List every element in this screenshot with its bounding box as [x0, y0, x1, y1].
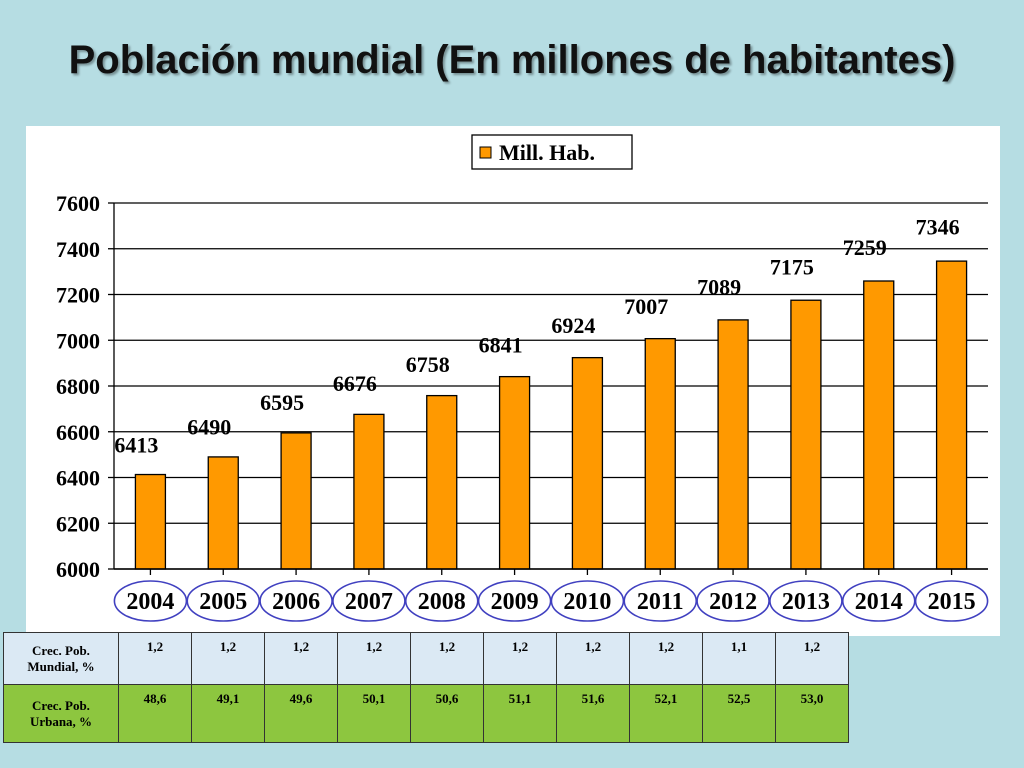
- table-cell: 52,1: [629, 684, 703, 743]
- y-tick-label: 7600: [56, 191, 100, 216]
- x-tick-label: 2011: [637, 589, 684, 615]
- table-cell: 1,2: [191, 632, 265, 685]
- y-tick-label: 7200: [56, 283, 100, 308]
- category-circle: [477, 580, 552, 622]
- x-tick-label: 2009: [491, 589, 539, 615]
- data-label: 7007: [624, 294, 668, 319]
- data-label: 7259: [843, 235, 887, 260]
- table-cell: 48,6: [118, 684, 192, 743]
- table-cell: 1,2: [483, 632, 557, 685]
- category-circle: [914, 580, 989, 622]
- bar: [790, 299, 822, 570]
- category-circle: [186, 580, 261, 622]
- category-circle: [259, 580, 333, 622]
- bar: [863, 280, 895, 570]
- category-circle: [550, 580, 625, 622]
- legend-box: [471, 134, 633, 170]
- y-tick-label: 6000: [56, 557, 100, 582]
- x-tick-label: 2013: [782, 589, 830, 615]
- bar: [717, 319, 749, 570]
- x-tick-label: 2015: [928, 589, 976, 615]
- data-label: 6841: [479, 333, 523, 358]
- table-cell: 1,1: [702, 632, 776, 685]
- y-tick-label: 6400: [56, 466, 100, 491]
- y-tick-label: 6600: [56, 420, 100, 445]
- x-tick-label: 2006: [272, 589, 320, 615]
- table-cell: 49,1: [191, 684, 265, 743]
- y-tick-label: 7400: [56, 237, 100, 262]
- table-cell: 49,6: [264, 684, 338, 743]
- legend-swatch: [479, 146, 492, 159]
- y-tick-label: 6800: [56, 374, 100, 399]
- row-header: Crec. Pob. Mundial, %: [3, 632, 119, 685]
- table-row: Crec. Pob. Mundial, % 1,2 1,2 1,2 1,2 1,…: [3, 632, 849, 685]
- growth-table: Crec. Pob. Mundial, % 1,2 1,2 1,2 1,2 1,…: [3, 632, 849, 743]
- data-label: 6758: [406, 352, 450, 377]
- y-tick-label: 7000: [56, 328, 100, 353]
- bar: [935, 260, 968, 570]
- bar: [207, 456, 239, 570]
- y-tick-label: 6200: [56, 511, 100, 536]
- table-cell: 51,1: [483, 684, 557, 743]
- legend-label: Mill. Hab.: [499, 140, 595, 165]
- table-cell: 50,6: [410, 684, 484, 743]
- data-label: 7346: [916, 215, 960, 240]
- bar: [571, 356, 604, 570]
- data-label: 6676: [333, 371, 377, 396]
- table-cell: 1,2: [775, 632, 849, 685]
- x-tick-label: 2007: [345, 589, 393, 615]
- chart-panel: 6000 6200 6400 6600 6800 7000 7200 7400 7600 6413…: [26, 126, 1000, 636]
- bar: [280, 432, 312, 570]
- category-circle: [404, 580, 479, 622]
- data-label: 6490: [187, 415, 231, 440]
- data-label: 6413: [114, 433, 158, 458]
- table-cell: 1,2: [118, 632, 192, 685]
- table-cell: 1,2: [556, 632, 630, 685]
- x-tick-label: 2004: [126, 589, 174, 615]
- bar: [644, 337, 676, 570]
- table-cell: 1,2: [264, 632, 338, 685]
- bar: [498, 375, 531, 570]
- category-circle: [113, 580, 188, 622]
- category-circle: [696, 580, 770, 622]
- table-cell: 1,2: [337, 632, 411, 685]
- x-tick-label: 2010: [563, 589, 611, 615]
- row-header: Crec. Pob. Urbana, %: [3, 684, 119, 743]
- x-tick-label: 2008: [418, 589, 466, 615]
- table-cell: 1,2: [410, 632, 484, 685]
- x-tick-label: 2012: [709, 589, 757, 615]
- table-cell: 1,2: [629, 632, 703, 685]
- data-label: 6595: [260, 390, 304, 415]
- table-cell: 53,0: [775, 684, 849, 743]
- bar: [134, 473, 167, 570]
- bar: [426, 394, 458, 570]
- category-circle: [332, 580, 406, 622]
- x-tick-label: 2014: [855, 589, 903, 615]
- table-cell: 51,6: [556, 684, 630, 743]
- x-tick-label: 2005: [199, 589, 247, 615]
- data-label: 7175: [770, 255, 814, 280]
- page-title: Población mundial (En millones de habita…: [68, 38, 956, 82]
- category-circle: [841, 580, 916, 622]
- table-cell: 50,1: [337, 684, 411, 743]
- category-circle: [623, 580, 698, 622]
- table-row: Crec. Pob. Urbana, % 48,6 49,1 49,6 50,1…: [3, 684, 849, 743]
- table-cell: 52,5: [702, 684, 776, 743]
- data-label: 6924: [551, 313, 595, 338]
- data-label: 7089: [697, 275, 741, 300]
- bar-chart: 6000 6200 6400 6600 6800 7000 7200 7400 7600 6413…: [56, 134, 989, 622]
- bar: [353, 413, 385, 570]
- category-circle: [769, 580, 843, 622]
